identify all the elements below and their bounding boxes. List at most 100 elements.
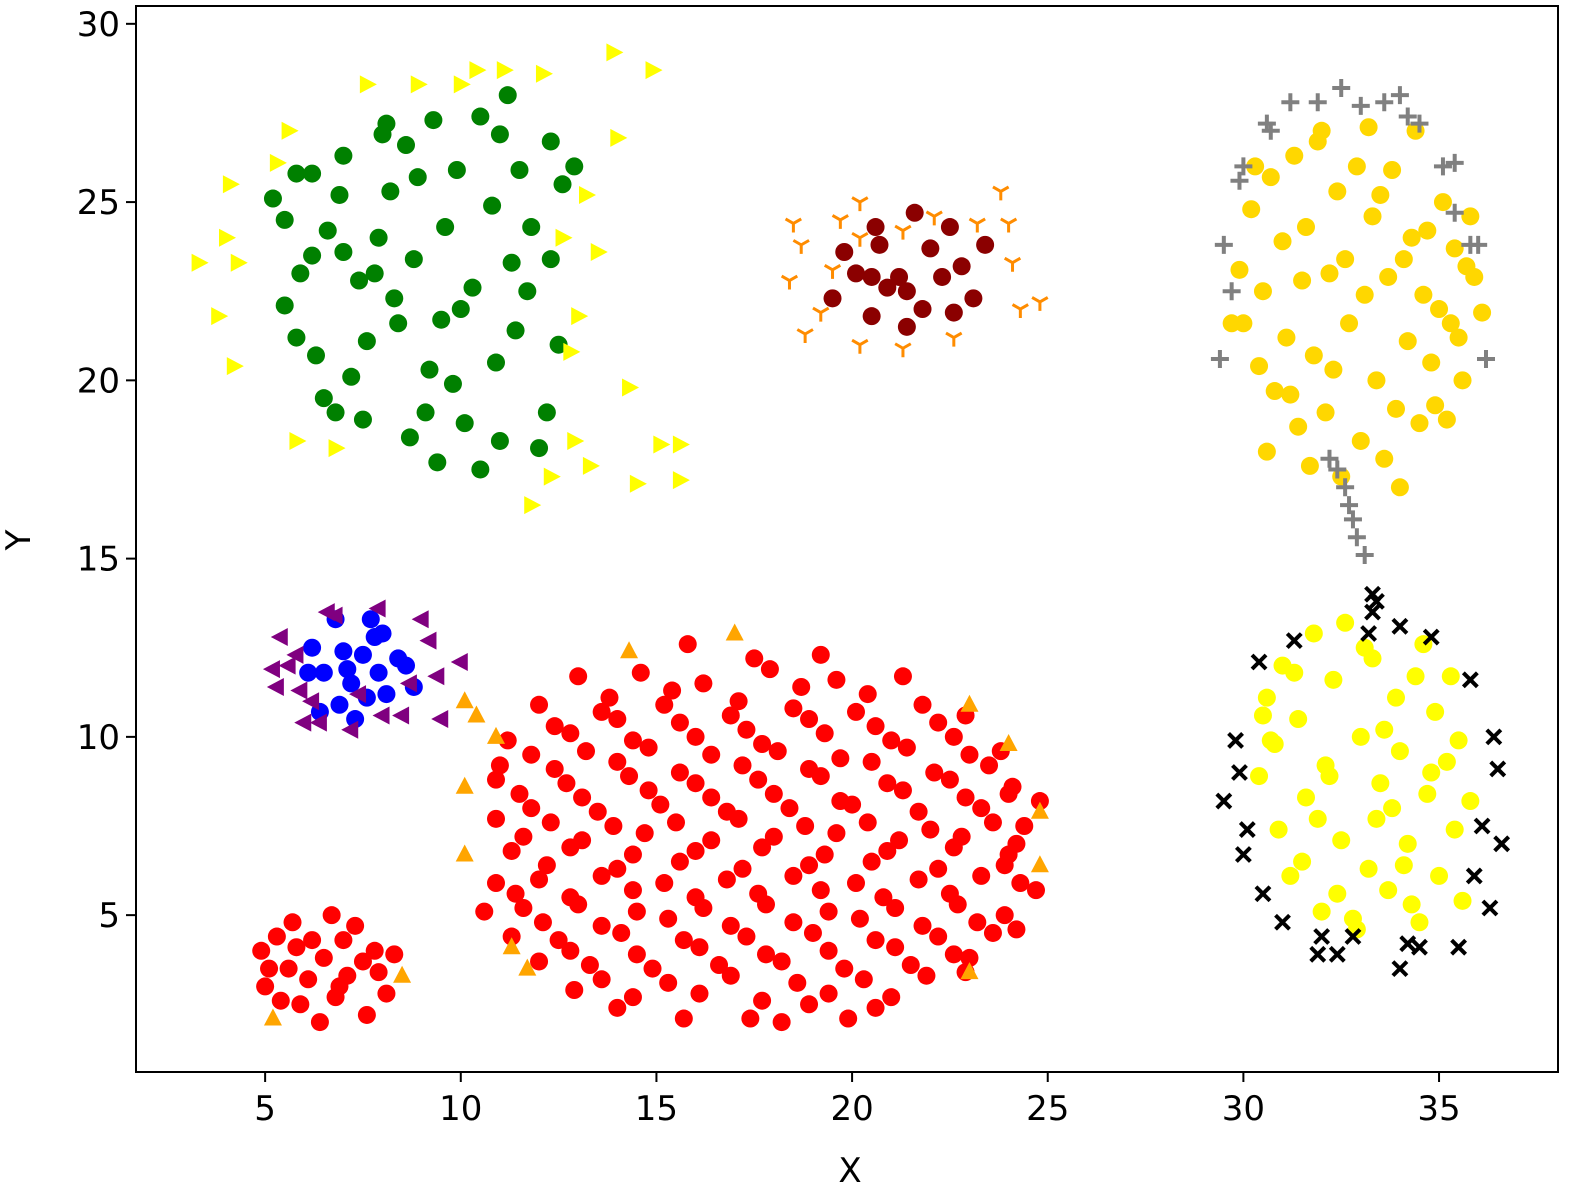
point	[299, 663, 318, 682]
point	[431, 710, 449, 729]
point	[672, 471, 690, 490]
point	[1414, 285, 1433, 304]
point	[623, 731, 642, 750]
point	[522, 799, 541, 818]
point	[1481, 899, 1499, 917]
point	[1250, 767, 1269, 786]
point	[729, 809, 748, 828]
point	[590, 243, 608, 261]
point	[653, 435, 671, 454]
point	[1031, 296, 1049, 311]
point	[1363, 207, 1382, 226]
point	[784, 217, 802, 233]
point	[377, 984, 396, 1003]
x-axis-label: X	[838, 1151, 861, 1191]
point	[530, 695, 549, 714]
point	[796, 328, 814, 343]
point	[361, 610, 380, 629]
point	[369, 228, 388, 247]
point	[502, 253, 521, 272]
point	[1308, 93, 1327, 112]
point	[862, 852, 881, 871]
point	[858, 685, 877, 704]
point	[639, 781, 658, 800]
point	[262, 660, 280, 679]
point	[972, 799, 991, 818]
point	[522, 218, 541, 237]
point	[995, 906, 1014, 925]
series	[1215, 585, 1511, 978]
point	[1368, 592, 1385, 610]
point	[522, 745, 541, 764]
point	[349, 685, 367, 704]
point	[557, 774, 576, 793]
point	[1246, 157, 1265, 176]
point	[1359, 118, 1378, 137]
point	[490, 756, 509, 775]
plot-frame	[135, 5, 1559, 1073]
point	[451, 300, 470, 319]
point	[917, 966, 936, 985]
x-tick-label: 15	[635, 1089, 678, 1129]
point	[622, 378, 640, 397]
point	[1390, 478, 1409, 497]
point	[487, 874, 505, 893]
point	[1450, 938, 1468, 956]
point	[690, 938, 709, 957]
point	[588, 802, 607, 821]
point	[667, 813, 685, 832]
point	[303, 246, 322, 265]
point	[1300, 456, 1319, 475]
point	[1253, 282, 1272, 301]
point	[1359, 859, 1378, 878]
point	[307, 346, 325, 365]
y-tick-label: 15	[77, 540, 120, 580]
point	[230, 253, 248, 272]
point	[353, 952, 372, 971]
y-tick-label: 10	[77, 718, 120, 758]
point	[843, 795, 862, 814]
point	[686, 774, 705, 793]
point	[702, 745, 721, 764]
point	[627, 902, 646, 921]
point	[866, 998, 885, 1017]
point	[1406, 667, 1425, 686]
point	[894, 342, 912, 358]
point	[1422, 763, 1441, 782]
point	[1398, 332, 1417, 351]
point	[1281, 385, 1300, 404]
point	[1343, 510, 1362, 529]
point	[909, 870, 928, 889]
point	[764, 784, 783, 803]
point	[796, 817, 815, 835]
point	[948, 895, 967, 914]
point	[502, 937, 521, 955]
point	[753, 991, 772, 1010]
point	[737, 720, 756, 739]
point	[1011, 303, 1029, 319]
point	[267, 927, 286, 946]
point	[592, 916, 611, 935]
point	[1269, 820, 1288, 839]
point	[1465, 867, 1483, 885]
point	[925, 763, 944, 782]
point	[1281, 93, 1300, 112]
point	[1340, 314, 1359, 333]
point	[573, 788, 592, 807]
point	[1430, 300, 1449, 319]
x-tick-label: 20	[830, 1089, 873, 1129]
point	[1418, 784, 1437, 803]
point	[1445, 153, 1464, 172]
point	[893, 781, 912, 800]
point	[753, 735, 772, 753]
point	[314, 663, 333, 682]
point	[1351, 431, 1370, 450]
point	[1485, 728, 1503, 746]
point	[342, 674, 361, 693]
point	[933, 267, 952, 286]
point	[368, 599, 386, 618]
point	[835, 959, 854, 978]
point	[1328, 182, 1347, 201]
point	[530, 870, 549, 889]
